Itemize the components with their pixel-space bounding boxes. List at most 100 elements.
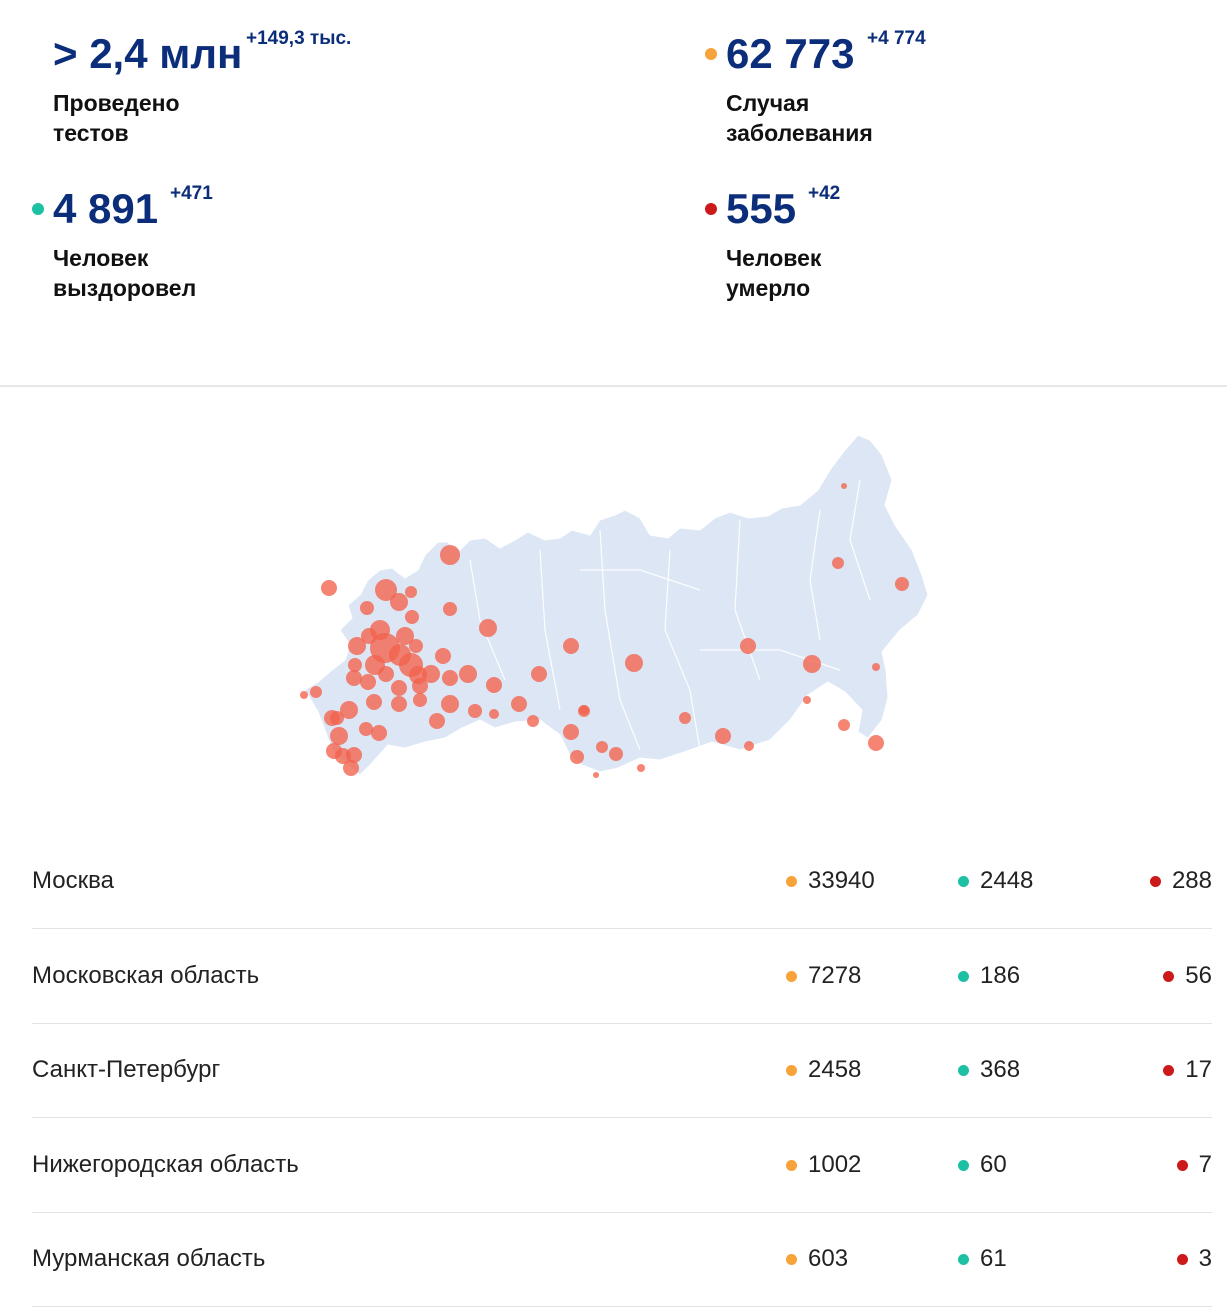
map-bubble[interactable] xyxy=(527,715,539,727)
map-bubble[interactable] xyxy=(744,741,754,751)
table-row[interactable]: Москва 33940 2448 288 xyxy=(32,833,1212,929)
map-bubble[interactable] xyxy=(868,735,884,751)
map-bubble[interactable] xyxy=(346,670,362,686)
map-bubble[interactable] xyxy=(625,654,643,672)
map-bubble[interactable] xyxy=(832,557,844,569)
region-cases-value: 603 xyxy=(808,1245,849,1272)
russia-map[interactable] xyxy=(0,420,1227,810)
map-bubble[interactable] xyxy=(346,747,362,763)
map-bubble[interactable] xyxy=(841,483,847,489)
region-cases: 33940 xyxy=(786,867,875,895)
region-recovered-value: 368 xyxy=(980,1056,1021,1083)
map-bubble[interactable] xyxy=(300,691,308,699)
map-bubble[interactable] xyxy=(609,747,623,761)
map-bubble[interactable] xyxy=(479,619,497,637)
region-recovered: 61 xyxy=(958,1245,1007,1273)
map-bubble[interactable] xyxy=(412,678,428,694)
map-bubble[interactable] xyxy=(330,727,348,745)
map-bubble[interactable] xyxy=(679,712,691,724)
map-bubble[interactable] xyxy=(359,722,373,736)
map-bubble[interactable] xyxy=(740,638,756,654)
map-bubble[interactable] xyxy=(872,663,880,671)
map-bubble[interactable] xyxy=(838,719,850,731)
cases-dot-icon xyxy=(705,48,717,60)
map-bubble[interactable] xyxy=(563,638,579,654)
map-bubble[interactable] xyxy=(391,696,407,712)
map-bubble[interactable] xyxy=(596,741,608,753)
map-bubble[interactable] xyxy=(442,670,458,686)
map-bubble[interactable] xyxy=(803,696,811,704)
region-recovered-value: 60 xyxy=(980,1151,1007,1178)
map-bubble[interactable] xyxy=(321,580,337,596)
map-land xyxy=(304,434,929,776)
map-bubble[interactable] xyxy=(486,677,502,693)
region-recovered: 186 xyxy=(958,962,1020,990)
map-bubble[interactable] xyxy=(330,711,344,725)
map-bubble[interactable] xyxy=(440,545,460,565)
region-recovered: 368 xyxy=(958,1056,1020,1084)
recovered-dot-icon xyxy=(958,1064,969,1076)
map-bubble[interactable] xyxy=(405,586,417,598)
map-bubble[interactable] xyxy=(348,658,362,672)
map-bubble[interactable] xyxy=(443,602,457,616)
map-bubble[interactable] xyxy=(435,648,451,664)
map-bubble[interactable] xyxy=(570,750,584,764)
section-divider xyxy=(0,385,1227,387)
table-row[interactable]: Московская область 7278 186 56 xyxy=(32,928,1212,1024)
map-bubble[interactable] xyxy=(378,666,394,682)
map-bubble[interactable] xyxy=(348,637,366,655)
map-bubbles xyxy=(300,483,909,778)
region-cases: 603 xyxy=(786,1245,848,1273)
map-bubble[interactable] xyxy=(310,686,322,698)
map-bubble[interactable] xyxy=(375,579,397,601)
region-cases: 7278 xyxy=(786,962,861,990)
map-bubble[interactable] xyxy=(637,764,645,772)
region-deaths: 288 xyxy=(1149,867,1212,895)
table-row[interactable]: Санкт-Петербург 2458 368 17 xyxy=(32,1022,1212,1118)
map-bubble[interactable] xyxy=(429,713,445,729)
map-bubble[interactable] xyxy=(563,724,579,740)
map-bubble[interactable] xyxy=(360,674,376,690)
recovered-dot-icon xyxy=(958,1253,969,1265)
cases-dot-icon xyxy=(786,875,797,887)
map-bubble[interactable] xyxy=(715,728,731,744)
map-region-borders xyxy=(469,479,871,751)
region-name: Москва xyxy=(32,867,114,894)
map-bubble[interactable] xyxy=(343,760,359,776)
region-cases-value: 1002 xyxy=(808,1151,862,1178)
table-row[interactable]: Нижегородская область 1002 60 7 xyxy=(32,1117,1212,1213)
stat-tests-delta: +149,3 тыс. xyxy=(246,28,352,49)
map-bubble[interactable] xyxy=(360,601,374,615)
table-row[interactable]: Мурманская область 603 61 3 xyxy=(32,1211,1212,1307)
stat-cases-label: Случая заболевания xyxy=(726,90,873,146)
region-recovered-value: 61 xyxy=(980,1245,1007,1272)
recovered-dot-icon xyxy=(958,875,969,887)
map-bubble[interactable] xyxy=(531,666,547,682)
region-recovered: 60 xyxy=(958,1151,1007,1179)
map-bubble[interactable] xyxy=(366,694,382,710)
map-bubble[interactable] xyxy=(340,701,358,719)
map-bubble[interactable] xyxy=(413,693,427,707)
stat-deaths-delta: +42 xyxy=(808,183,841,204)
map-bubble[interactable] xyxy=(468,704,482,718)
region-deaths: 56 xyxy=(1163,962,1212,990)
map-bubble[interactable] xyxy=(422,665,440,683)
map-bubble[interactable] xyxy=(895,577,909,591)
map-bubble[interactable] xyxy=(390,593,408,611)
map-bubble[interactable] xyxy=(803,655,821,673)
region-name: Нижегородская область xyxy=(32,1151,299,1178)
map-bubble[interactable] xyxy=(396,627,414,645)
map-bubble[interactable] xyxy=(593,772,599,778)
region-deaths-value: 288 xyxy=(1171,867,1212,894)
region-cases: 1002 xyxy=(786,1151,861,1179)
map-bubble[interactable] xyxy=(579,705,589,715)
map-bubble[interactable] xyxy=(391,680,407,696)
map-bubble[interactable] xyxy=(409,639,423,653)
map-bubble[interactable] xyxy=(405,610,419,624)
map-bubble[interactable] xyxy=(459,665,477,683)
map-bubble[interactable] xyxy=(441,695,459,713)
map-bubble[interactable] xyxy=(371,725,387,741)
map-bubble[interactable] xyxy=(489,709,499,719)
map-bubble[interactable] xyxy=(511,696,527,712)
region-deaths-value: 56 xyxy=(1185,962,1212,989)
